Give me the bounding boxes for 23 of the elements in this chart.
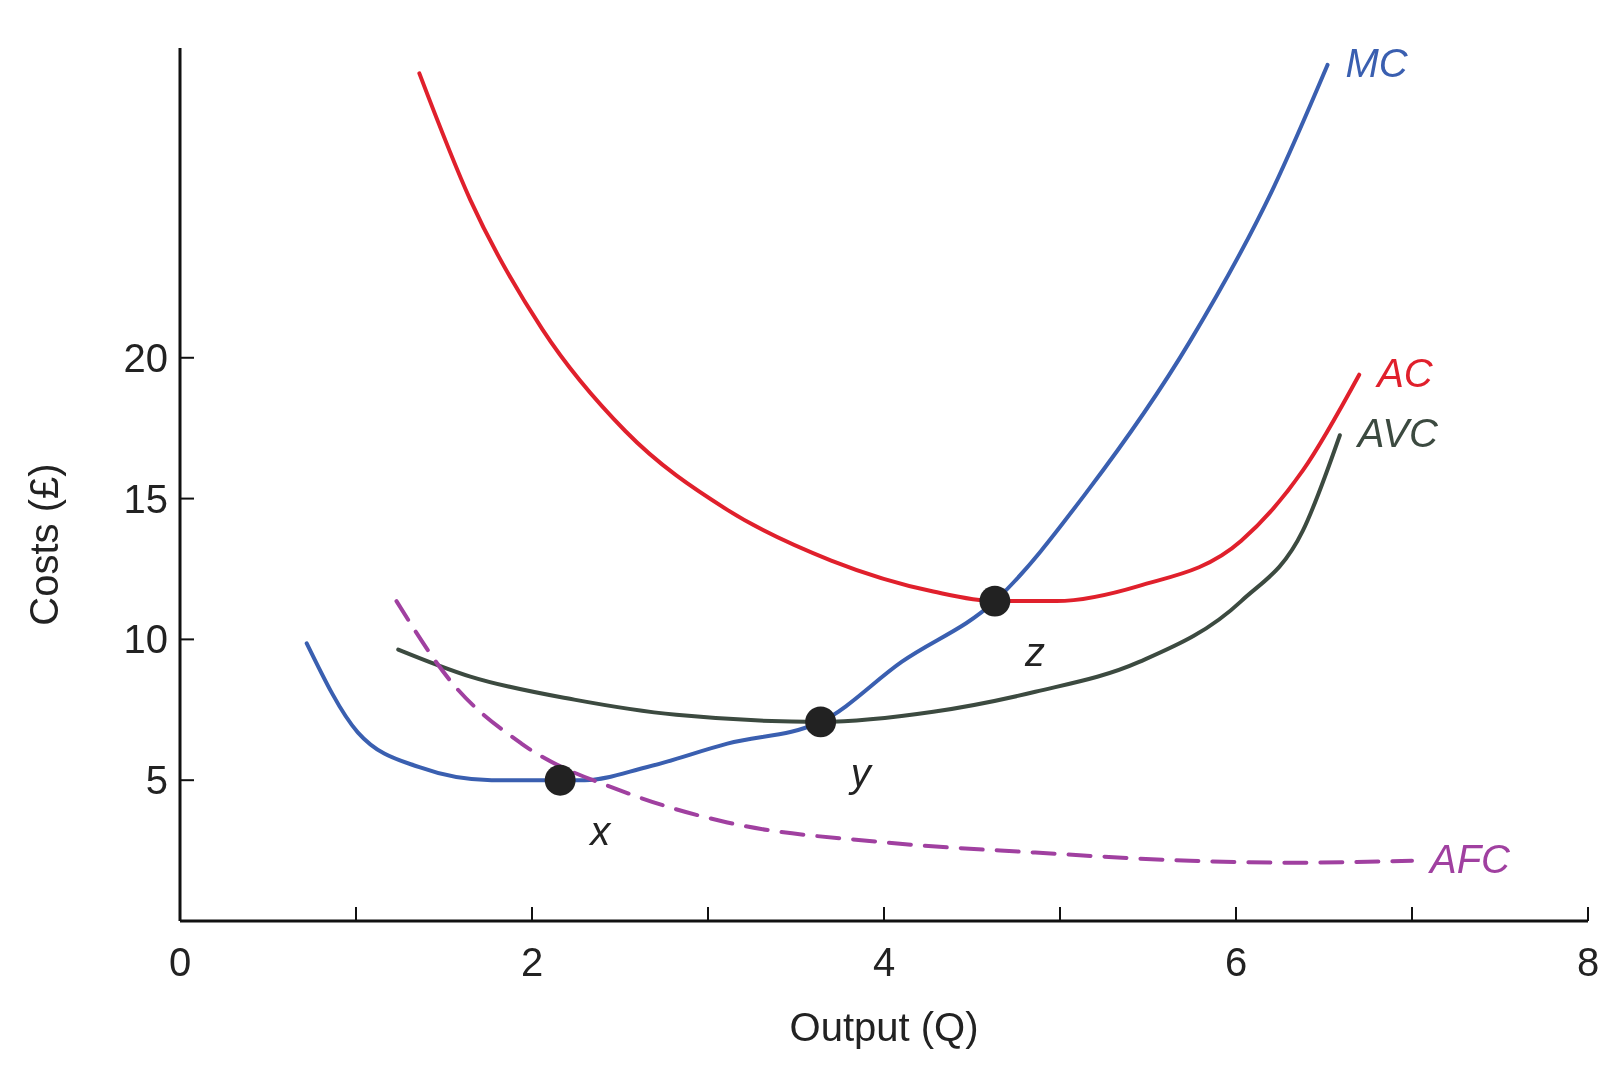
annotation: x [588,809,613,854]
y-tick-label: 10 [123,617,168,662]
point [544,764,576,796]
x-tick-label: 2 [520,940,544,984]
point [805,706,837,738]
series-label: AVC [1355,411,1439,456]
point [979,585,1011,617]
series-label: MC [1345,40,1409,85]
x-tick-label: 0 [168,940,192,984]
annotation: z [1023,630,1045,675]
y-tick-label: 15 [123,476,168,521]
y-axis-title: Costs (£) [22,463,66,626]
line-series [394,599,1414,865]
x-tick-label: 6 [1224,940,1248,984]
line-series [396,433,1342,724]
annotation: y [847,750,874,795]
x-axis-title: Output (Q) [789,1005,979,1049]
series-label: AC [1375,350,1434,395]
y-tick-label: 20 [123,335,168,380]
x-tick-label: 8 [1576,940,1600,984]
x-tick-label: 4 [872,940,896,984]
y-tick-label: 5 [145,758,168,803]
series-label: AFC [1428,836,1512,881]
